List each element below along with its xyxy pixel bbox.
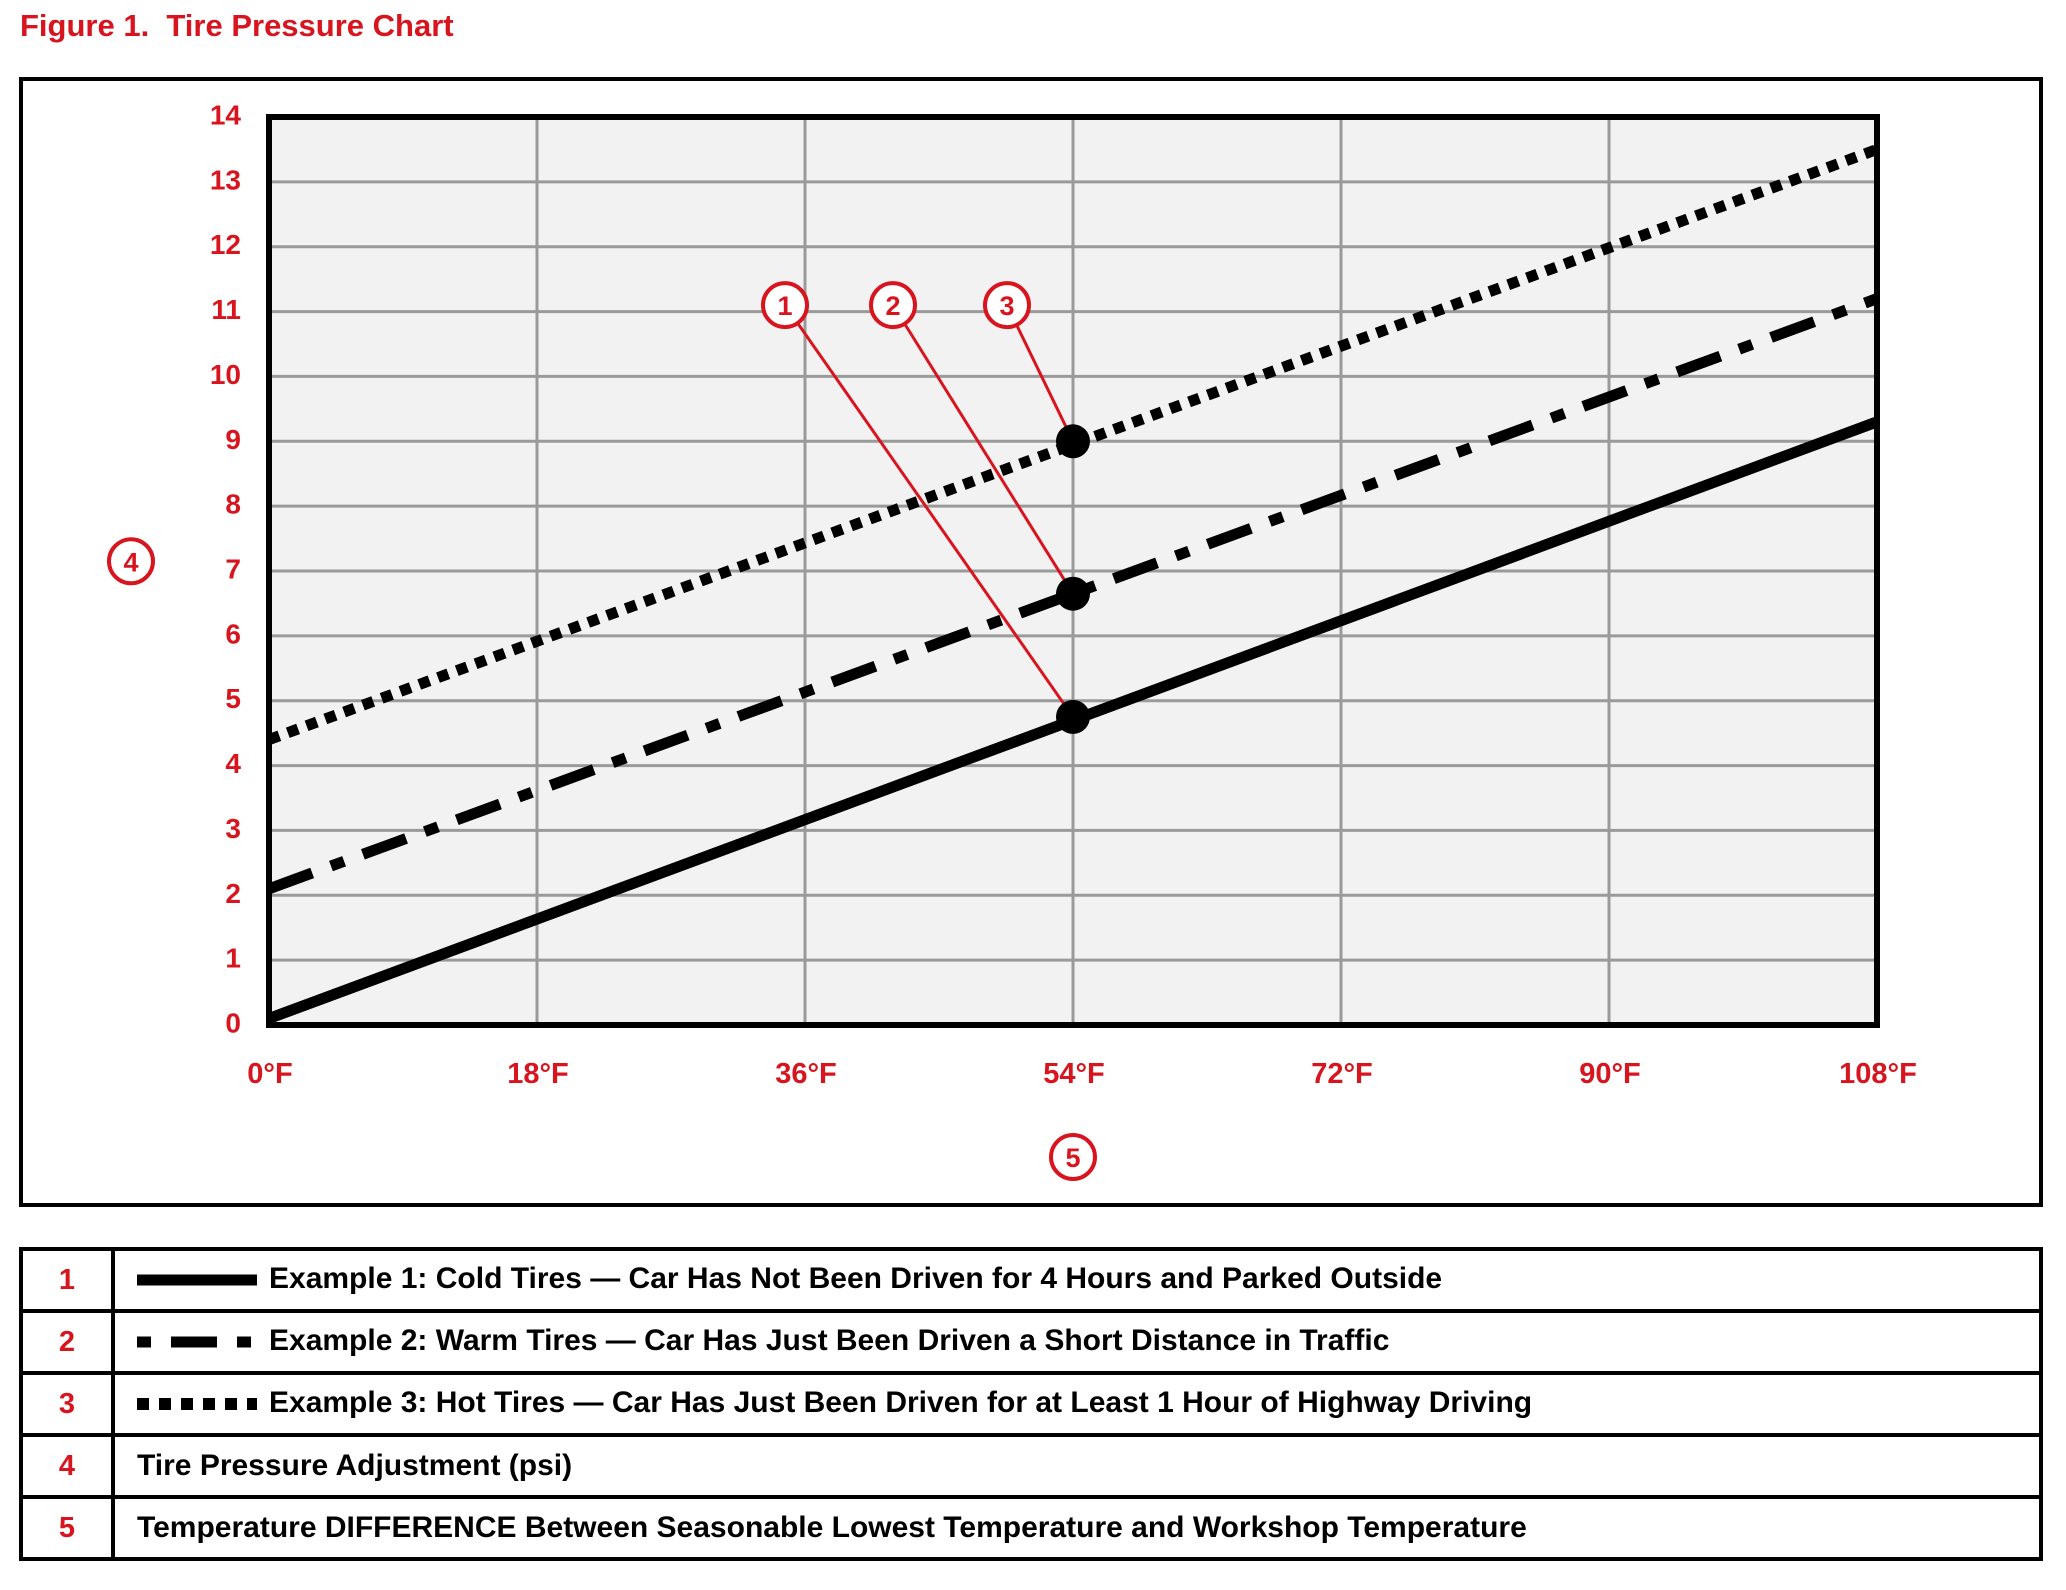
figure-title: Figure 1. Tire Pressure Chart — [20, 8, 454, 43]
legend-description: Example 1: Cold Tires — Car Has Not Been… — [111, 1247, 2043, 1313]
legend-text: Temperature DIFFERENCE Between Seasonabl… — [137, 1511, 1527, 1544]
callout-2-number: 2 — [885, 291, 900, 321]
legend-row: 4 Tire Pressure Adjustment (psi) — [19, 1433, 2043, 1499]
y-tick-label: 2 — [225, 878, 241, 909]
callout-2-circle — [869, 281, 917, 330]
legend-row: 5 Temperature DIFFERENCE Between Seasona… — [19, 1495, 2043, 1561]
x-tick-label: 18°F — [507, 1058, 569, 1090]
series-3-dotted-line — [269, 144, 1877, 745]
legend-number: 4 — [19, 1433, 115, 1499]
plot-border — [266, 114, 1880, 1028]
legend-number: 1 — [19, 1247, 115, 1313]
callout-1-leader-line — [796, 322, 1075, 718]
y-tick-label: 13 — [210, 164, 241, 195]
legend-description: Example 2: Warm Tires — Car Has Just Bee… — [111, 1309, 2043, 1375]
x-tick-label: 54°F — [1043, 1058, 1105, 1090]
legend-text: Example 1: Cold Tires — Car Has Not Been… — [269, 1262, 1443, 1296]
callout-1-circle — [761, 281, 809, 330]
legend-number: 2 — [19, 1309, 115, 1375]
y-tick-label: 1 — [225, 943, 241, 974]
callout-2-leader-line — [903, 322, 1075, 595]
y-axis-callout-number: 4 — [123, 547, 138, 577]
y-tick-label: 6 — [225, 618, 241, 649]
solid-swatch-graphic — [137, 1274, 257, 1286]
legend-description: Example 3: Hot Tires — Car Has Just Been… — [111, 1371, 2043, 1437]
legend-table: 1 Example 1: Cold Tires — Car Has Not Be… — [19, 1247, 2043, 1561]
x-tick-label: 90°F — [1579, 1058, 1641, 1090]
dotted-swatch-graphic — [137, 1397, 257, 1410]
legend-description: Temperature DIFFERENCE Between Seasonabl… — [111, 1495, 2043, 1561]
legend-row: 2 Example 2: Warm Tires — Car Has Just B… — [19, 1309, 2043, 1375]
series-1-marker — [1056, 699, 1090, 734]
x-axis-callout-circle — [1049, 1133, 1097, 1181]
y-tick-label: 11 — [211, 294, 241, 325]
x-tick-label: 108°F — [1839, 1058, 1917, 1090]
x-axis-callout-number: 5 — [1065, 1143, 1080, 1173]
callout-3-number: 3 — [999, 291, 1014, 321]
legend-number: 3 — [19, 1371, 115, 1437]
y-tick-label: 4 — [225, 748, 241, 779]
x-tick-label: 36°F — [775, 1058, 837, 1090]
x-tick-label: 0°F — [247, 1058, 292, 1090]
chart-frame: 0 1 2 3 4 5 6 7 8 9 10 11 12 13 14 0°F 18°F 36°F 54°F 72°F 9… — [19, 77, 2043, 1207]
callout-3-leader-line — [1015, 324, 1075, 442]
y-tick-label: 10 — [210, 359, 241, 390]
series-3-marker — [1056, 424, 1090, 459]
legend-text: Example 3: Hot Tires — Car Has Just Been… — [269, 1386, 1533, 1420]
y-axis-callout-circle — [107, 537, 155, 586]
legend-row: 3 Example 3: Hot Tires — Car Has Just Be… — [19, 1371, 2043, 1437]
y-tick-label: 9 — [225, 424, 241, 455]
y-tick-label: 8 — [225, 489, 241, 520]
y-tick-label: 12 — [210, 229, 241, 260]
legend-text: Example 2: Warm Tires — Car Has Just Bee… — [269, 1324, 1390, 1358]
dashed-swatch-graphic — [137, 1336, 257, 1348]
legend-row: 1 Example 1: Cold Tires — Car Has Not Be… — [19, 1247, 2043, 1313]
x-tick-label: 72°F — [1311, 1058, 1373, 1090]
series-2-marker — [1056, 576, 1090, 611]
solid-line-swatch-icon — [137, 1264, 257, 1298]
legend-description: Tire Pressure Adjustment (psi) — [111, 1433, 2043, 1499]
y-tick-label: 14 — [210, 100, 242, 131]
series-2-dashed-line — [269, 293, 1877, 894]
y-tick-label: 5 — [225, 683, 241, 714]
y-tick-label: 3 — [225, 813, 241, 844]
dashed-line-swatch-icon — [137, 1326, 257, 1360]
y-tick-label: 7 — [225, 554, 241, 585]
legend-number: 5 — [19, 1495, 115, 1561]
callout-3-circle — [983, 281, 1031, 330]
y-tick-label: 0 — [225, 1008, 241, 1039]
legend-text: Tire Pressure Adjustment (psi) — [137, 1449, 573, 1482]
callout-1-number: 1 — [777, 291, 792, 321]
dotted-line-swatch-icon — [137, 1388, 257, 1422]
